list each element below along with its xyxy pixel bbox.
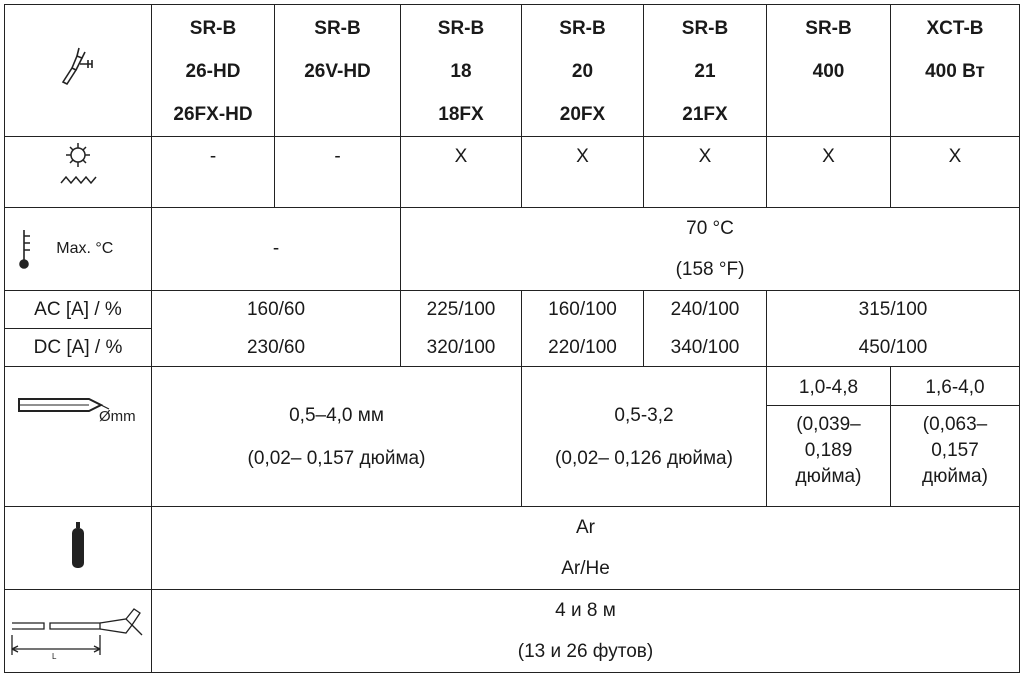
header-model-2: SR-B 26V-HD [274, 4, 401, 137]
dc-value: 450/100 [766, 328, 1020, 367]
cooling-value: X [766, 136, 891, 208]
spec-table: SR-B 26-HD 26FX-HD SR-B 26V-HD SR-B 18 18FX S… [4, 4, 1020, 673]
header-row: SR-B 26-HD 26FX-HD SR-B 26V-HD SR-B 18 18FX S… [4, 4, 1020, 137]
ac-value: 315/100 [766, 290, 1020, 329]
electrode-value-a: 0,5–4,0 мм (0,02– 0,157 дюйма) [151, 366, 522, 507]
length-icon-cell: L [4, 589, 152, 673]
dc-value: 320/100 [400, 328, 522, 367]
temperature-right: 70 °C (158 °F) [400, 207, 1020, 291]
header-model-4: SR-B 20 20FX [521, 4, 644, 137]
cooling-row: - - X X X X X [4, 136, 1020, 208]
thermometer-icon [19, 230, 30, 269]
length-icon-label: L [52, 652, 57, 661]
electrode-row: Ømm 0,5–4,0 мм (0,02– 0,157 дюйма) 0,5-3,… [4, 366, 1020, 507]
cooling-value: - [151, 136, 275, 208]
cooling-value: - [274, 136, 401, 208]
gas-values: Ar Ar/He [151, 506, 1020, 590]
header-model-6: SR-B 400 [766, 4, 891, 137]
dc-label: DC [A] / % [4, 328, 152, 367]
temperature-row: Max. °C - 70 °C (158 °F) [4, 207, 1020, 291]
header-model-3: SR-B 18 18FX [400, 4, 522, 137]
dc-value: 340/100 [643, 328, 767, 367]
ac-value: 225/100 [400, 290, 522, 329]
electrode-value-d: 1,6-4,0 (0,063– 0,157 дюйма) [890, 366, 1020, 507]
electrode-icon: Ømm [18, 398, 136, 425]
length-values: 4 и 8 м (13 и 26 футов) [151, 589, 1020, 673]
electrode-icon-label: Ømm [99, 408, 136, 425]
dc-value: 220/100 [521, 328, 644, 367]
dc-row: DC [A] / % 230/60 320/100 220/100 340/10… [4, 328, 1020, 367]
water-cooling-icon [60, 142, 97, 184]
torch-icon [61, 47, 93, 85]
gas-row: Ar Ar/He [4, 506, 1020, 590]
cooling-value: X [643, 136, 767, 208]
electrode-value-b: 0,5-3,2 (0,02– 0,126 дюйма) [521, 366, 767, 507]
temperature-icon-label: Max. °C [56, 240, 114, 257]
length-row: L 4 и 8 м (13 и 26 футов) [4, 589, 1020, 673]
dc-value: 230/60 [151, 328, 401, 367]
header-model-5: SR-B 21 21FX [643, 4, 767, 137]
ac-label: AC [A] / % [4, 290, 152, 329]
cooling-icon-cell [4, 136, 152, 208]
ac-row: AC [A] / % 160/60 225/100 160/100 240/10… [4, 290, 1020, 329]
header-model-7: XCT-B 400 Вт [890, 4, 1020, 137]
temperature-left: - [151, 207, 401, 291]
electrode-value-c: 1,0-4,8 (0,039– 0,189 дюйма) [766, 366, 891, 507]
gas-cylinder-icon [72, 522, 84, 568]
electrode-icon-cell: Ømm [4, 366, 152, 507]
ac-value: 160/100 [521, 290, 644, 329]
cooling-value: X [890, 136, 1020, 208]
header-model-1: SR-B 26-HD 26FX-HD [151, 4, 275, 137]
ac-value: 240/100 [643, 290, 767, 329]
torch-icon-cell [4, 4, 152, 137]
cooling-value: X [400, 136, 522, 208]
cooling-value: X [521, 136, 644, 208]
gas-icon-cell [4, 506, 152, 590]
temperature-icon-cell: Max. °C [4, 207, 152, 291]
ac-value: 160/60 [151, 290, 401, 329]
cable-length-icon: L [11, 608, 143, 661]
